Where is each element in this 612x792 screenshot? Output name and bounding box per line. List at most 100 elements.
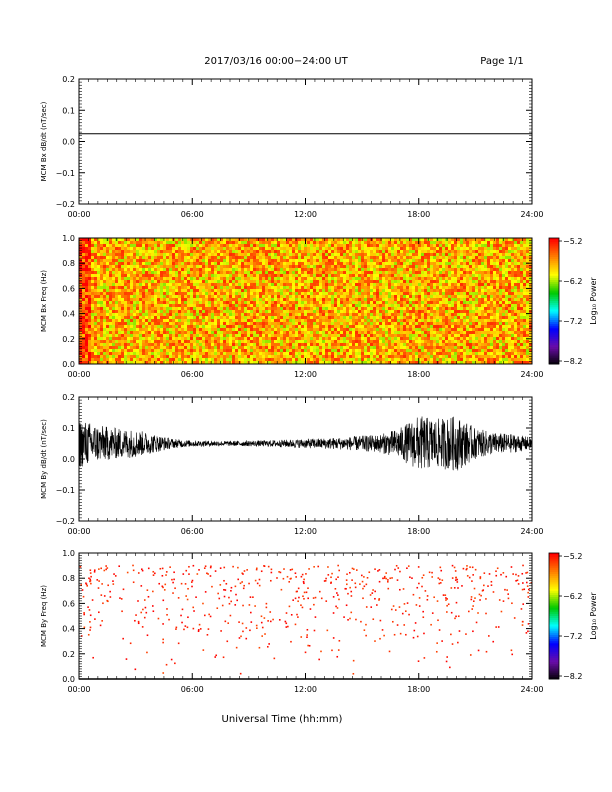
data-point xyxy=(300,636,303,638)
data-point xyxy=(185,569,188,572)
data-point xyxy=(302,595,304,598)
data-point xyxy=(287,625,289,628)
x-tick-label: 12:00 xyxy=(294,210,317,219)
spectrogram-points xyxy=(79,564,533,675)
data-point xyxy=(158,582,161,585)
data-point xyxy=(477,649,480,652)
data-point xyxy=(511,653,514,656)
data-point xyxy=(241,581,243,583)
data-point xyxy=(352,659,355,662)
data-point xyxy=(159,567,162,570)
data-point xyxy=(382,577,384,580)
data-point xyxy=(354,586,357,589)
data-point xyxy=(243,584,245,587)
data-point xyxy=(206,572,208,575)
data-point xyxy=(191,585,193,588)
data-point xyxy=(378,599,380,601)
data-point xyxy=(245,637,248,640)
data-point xyxy=(162,672,165,674)
data-point xyxy=(249,596,252,598)
data-point xyxy=(395,564,398,567)
data-point xyxy=(336,592,338,594)
data-point xyxy=(285,626,288,628)
data-point xyxy=(226,640,229,643)
data-point xyxy=(224,589,227,591)
data-point xyxy=(161,585,164,588)
data-point xyxy=(517,575,520,577)
data-point xyxy=(197,629,200,631)
data-point xyxy=(266,645,269,648)
data-point xyxy=(372,618,375,621)
data-point xyxy=(141,569,144,572)
data-point xyxy=(368,571,371,574)
data-point xyxy=(305,573,307,575)
data-point xyxy=(219,584,222,586)
data-point xyxy=(305,591,308,594)
data-point xyxy=(225,582,228,585)
data-point xyxy=(229,614,232,617)
data-point xyxy=(441,579,444,582)
data-point xyxy=(170,658,173,661)
data-point xyxy=(332,637,335,639)
data-point xyxy=(183,628,185,631)
data-point xyxy=(472,630,474,633)
data-point xyxy=(161,574,164,577)
data-point xyxy=(453,587,456,589)
colorbar-tick-label: −5.2 xyxy=(563,237,582,246)
data-point xyxy=(261,626,264,629)
data-point xyxy=(465,633,467,635)
data-point xyxy=(338,598,340,601)
data-point xyxy=(181,608,184,611)
data-point xyxy=(195,596,197,598)
data-point xyxy=(164,583,167,586)
data-point xyxy=(477,612,479,614)
data-point xyxy=(80,584,82,586)
data-point xyxy=(114,575,117,577)
data-point xyxy=(426,598,429,601)
data-point xyxy=(250,621,253,623)
data-point xyxy=(190,581,193,583)
data-point xyxy=(147,567,150,570)
data-point xyxy=(278,571,280,573)
data-point xyxy=(269,611,272,613)
data-point xyxy=(345,604,348,607)
data-point xyxy=(355,569,358,571)
data-point xyxy=(378,569,381,571)
data-point xyxy=(88,609,91,611)
data-point xyxy=(383,634,385,637)
data-point xyxy=(174,662,176,665)
data-point xyxy=(254,579,257,582)
data-point xyxy=(235,593,237,596)
data-point xyxy=(363,576,365,578)
data-point xyxy=(435,650,438,653)
data-point xyxy=(455,601,458,604)
x-tick-label: 00:00 xyxy=(67,527,90,536)
data-point xyxy=(517,583,520,585)
data-point xyxy=(187,616,189,619)
data-point xyxy=(326,629,329,632)
y-tick-label: 0.6 xyxy=(62,599,75,608)
data-point xyxy=(372,589,374,591)
data-point xyxy=(236,599,239,602)
data-point xyxy=(415,604,418,606)
data-point xyxy=(152,610,155,613)
data-point xyxy=(511,602,513,605)
data-point xyxy=(100,594,103,596)
series-line xyxy=(78,416,533,471)
data-point xyxy=(359,583,361,585)
data-point xyxy=(303,597,305,600)
y-tick-label: 0.6 xyxy=(62,284,75,293)
data-point xyxy=(105,565,107,567)
data-point xyxy=(345,579,348,581)
data-point xyxy=(446,604,448,607)
data-point xyxy=(232,565,234,568)
data-point xyxy=(288,605,291,608)
data-point xyxy=(527,630,529,633)
data-point xyxy=(99,624,102,627)
data-point xyxy=(314,596,317,599)
data-point xyxy=(264,633,266,635)
data-point xyxy=(374,590,376,593)
data-point xyxy=(290,613,293,616)
data-point xyxy=(214,656,217,658)
data-point xyxy=(385,577,388,580)
